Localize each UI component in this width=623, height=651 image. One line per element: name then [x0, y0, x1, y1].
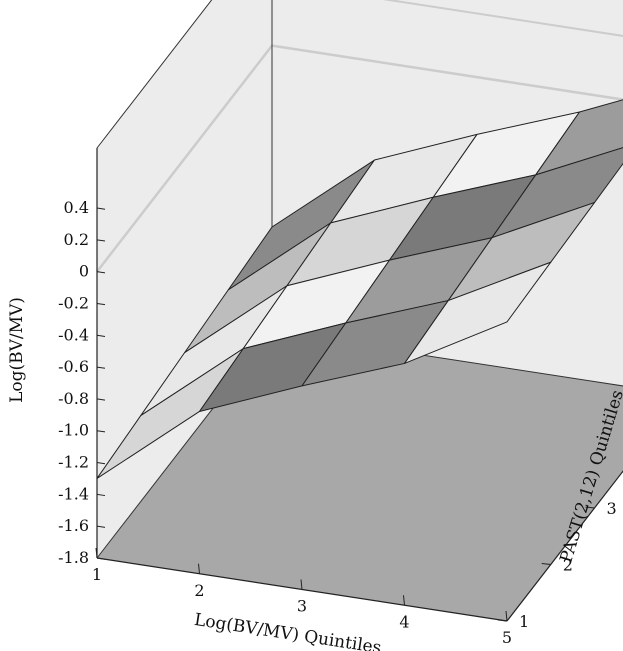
- y-tick-label: 1: [519, 612, 529, 631]
- z-tick: [96, 271, 106, 274]
- z-tick: [96, 462, 106, 465]
- x-tick: [403, 595, 405, 606]
- y-tick-label: 3: [607, 499, 617, 518]
- z-tick: [96, 302, 106, 306]
- surface: [96, 99, 623, 479]
- x-axis: 1 2 3 4 5: [92, 547, 512, 647]
- x-tick-label: 4: [399, 612, 409, 631]
- y-tick-label: 2: [563, 556, 573, 575]
- z-tick-label: -0.2: [58, 293, 89, 312]
- z-tick: [96, 430, 106, 433]
- z-tick: [96, 366, 106, 369]
- z-tick: [96, 525, 106, 528]
- z-tick: [96, 334, 106, 337]
- x-tick: [300, 579, 303, 590]
- z-tick-label: 0.2: [64, 230, 89, 249]
- z-tick-label: -0.8: [58, 389, 89, 408]
- z-tick-label: -1.8: [58, 548, 89, 567]
- z-tick-label: -0.4: [58, 325, 89, 344]
- x-tick: [198, 563, 200, 574]
- x-tick-label: 1: [92, 565, 102, 584]
- surface-cell: [404, 261, 552, 364]
- z-axis: 0.4 0.2 0 -0.2 -0.4 -0.6 -0.8 -1.0 -1.2 -1.4 -1.6 -…: [58, 148, 106, 567]
- z-tick-label: -1.6: [58, 516, 89, 535]
- x-tick: [505, 610, 508, 622]
- x-axis-title: Log(BV/MV) Quintiles: [193, 610, 383, 651]
- z-axis-title: Log(BV/MV): [7, 297, 27, 403]
- z-tick-label: 0: [79, 262, 89, 281]
- y-tick: [497, 619, 508, 622]
- z-tick: [96, 239, 106, 242]
- x-tick-label: 5: [502, 628, 512, 647]
- z-tick: [96, 493, 106, 497]
- x-tick: [95, 547, 98, 559]
- z-tick-label: 0.4: [64, 198, 89, 217]
- z-tick: [96, 207, 106, 210]
- z-tick: [96, 398, 106, 401]
- x-tick-label: 3: [297, 597, 307, 616]
- z-tick-label: -0.6: [58, 357, 89, 376]
- y-tick: [541, 563, 551, 565]
- z-tick-label: -1.2: [58, 453, 89, 472]
- z-tick-label: -1.0: [58, 421, 89, 440]
- z-tick-label: -1.4: [58, 484, 89, 503]
- x-tick-label: 2: [194, 581, 204, 600]
- box-edge: [96, 0, 213, 149]
- y-tick: [585, 506, 595, 509]
- top-reference-line: [382, 0, 623, 37]
